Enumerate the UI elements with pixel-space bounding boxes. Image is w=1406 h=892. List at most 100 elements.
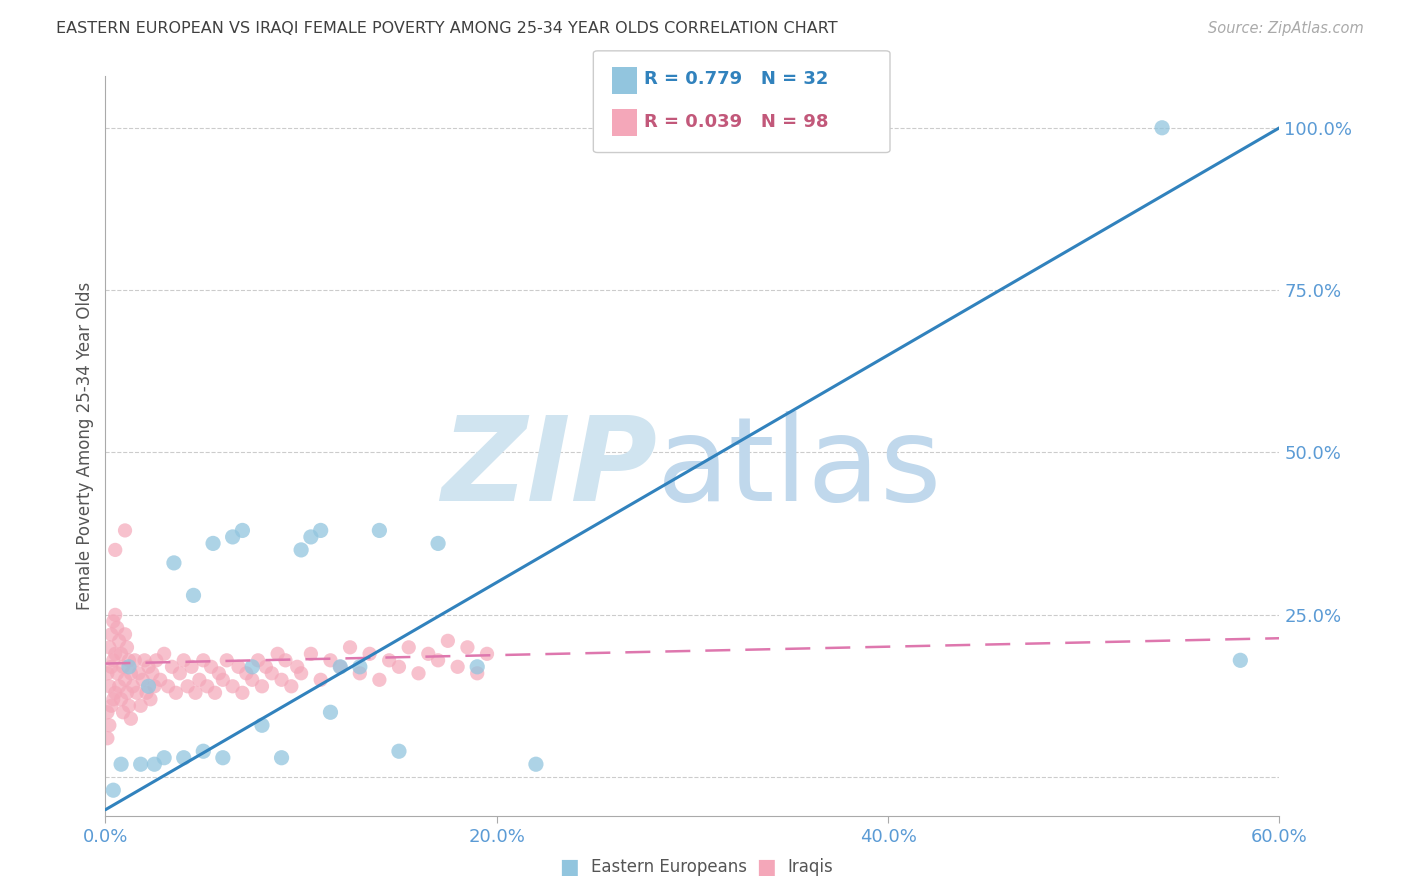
Point (427, 653, 450, 667)
Point (114, 627, 136, 641)
Point (270, 673, 292, 687)
Point (1229, 653, 1251, 667)
Point (184, 686, 207, 700)
Point (114, 673, 136, 687)
Y-axis label: Female Poverty Among 25-34 Year Olds: Female Poverty Among 25-34 Year Olds (76, 282, 94, 610)
Point (118, 653, 141, 667)
Point (250, 679, 273, 693)
Point (349, 666, 371, 681)
Point (100, 698, 122, 713)
Point (388, 744, 411, 758)
Point (211, 750, 233, 764)
Point (173, 653, 195, 667)
Point (96, 731, 118, 746)
Point (134, 653, 156, 667)
Point (118, 698, 141, 713)
Point (339, 640, 361, 655)
Point (176, 679, 198, 693)
Point (235, 666, 257, 681)
Point (427, 536, 450, 550)
Point (465, 666, 488, 681)
Point (125, 686, 148, 700)
Point (204, 686, 226, 700)
Point (359, 647, 381, 661)
Point (309, 673, 332, 687)
Point (104, 542, 127, 557)
Point (266, 647, 288, 661)
Point (524, 757, 547, 772)
Point (143, 757, 166, 772)
Point (228, 660, 250, 674)
Point (180, 660, 202, 674)
Point (290, 666, 312, 681)
Point (108, 633, 131, 648)
Point (465, 660, 488, 674)
Point (103, 653, 125, 667)
Text: R = 0.039   N = 98: R = 0.039 N = 98 (644, 113, 828, 131)
Text: ZIP: ZIP (441, 410, 657, 525)
Point (215, 653, 238, 667)
Point (319, 706, 342, 720)
Text: Eastern Europeans: Eastern Europeans (591, 858, 747, 876)
Point (221, 530, 243, 544)
Point (169, 666, 191, 681)
Point (368, 673, 391, 687)
Point (141, 666, 163, 681)
Point (160, 660, 183, 674)
Text: atlas: atlas (657, 410, 942, 525)
Point (98, 718, 121, 732)
Text: Source: ZipAtlas.com: Source: ZipAtlas.com (1208, 21, 1364, 37)
Point (105, 666, 128, 681)
Point (319, 653, 342, 667)
Point (270, 750, 292, 764)
Point (200, 660, 222, 674)
Point (153, 750, 176, 764)
Point (173, 750, 195, 764)
Point (103, 783, 125, 797)
Point (418, 647, 440, 661)
Point (349, 660, 371, 674)
Point (128, 666, 150, 681)
Point (135, 686, 157, 700)
Point (115, 686, 138, 700)
Point (447, 660, 470, 674)
Point (437, 633, 460, 648)
Text: EASTERN EUROPEAN VS IRAQI FEMALE POVERTY AMONG 25-34 YEAR OLDS CORRELATION CHART: EASTERN EUROPEAN VS IRAQI FEMALE POVERTY… (56, 21, 838, 37)
Point (145, 653, 167, 667)
Point (285, 660, 308, 674)
Point (195, 679, 218, 693)
Point (98, 640, 121, 655)
Point (129, 757, 152, 772)
Point (157, 679, 180, 693)
Point (211, 673, 233, 687)
Point (280, 679, 302, 693)
Point (290, 542, 312, 557)
Point (112, 660, 135, 674)
Point (378, 653, 401, 667)
Point (603, 120, 626, 135)
Point (231, 686, 253, 700)
Point (329, 660, 352, 674)
Point (309, 524, 332, 538)
Point (260, 666, 283, 681)
Point (104, 647, 127, 661)
Point (221, 679, 243, 693)
Point (120, 712, 142, 726)
Point (231, 524, 253, 538)
Point (299, 530, 322, 544)
Point (250, 718, 273, 732)
Point (398, 640, 420, 655)
Point (114, 524, 136, 538)
Point (193, 744, 215, 758)
Point (408, 666, 430, 681)
Point (104, 607, 127, 622)
Point (188, 673, 211, 687)
Point (96, 666, 118, 681)
Point (183, 588, 205, 602)
Point (163, 556, 186, 570)
Point (240, 673, 263, 687)
Point (247, 653, 270, 667)
Point (118, 660, 141, 674)
Point (149, 673, 172, 687)
Point (112, 706, 135, 720)
